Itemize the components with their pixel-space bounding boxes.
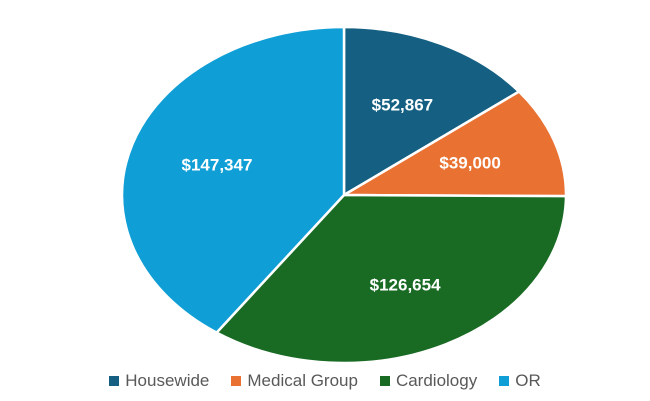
data-label: $39,000 <box>439 154 500 173</box>
legend-swatch <box>499 376 510 386</box>
legend-label: OR <box>515 371 541 390</box>
legend-item: Cardiology <box>379 371 478 391</box>
data-label: $52,867 <box>372 95 433 114</box>
legend-label: Housewide <box>125 371 210 390</box>
legend-swatch <box>109 376 120 386</box>
legend-item: OR <box>499 371 541 391</box>
legend: Housewide Medical Group Cardiology OR <box>0 371 650 391</box>
pie-slice-housewide <box>342 25 522 198</box>
legend-swatch <box>379 376 390 386</box>
pie-slice-cardiology <box>214 193 568 365</box>
pie-slice-medical-group <box>339 90 568 198</box>
legend-item: Housewide <box>109 371 209 391</box>
legend-label: Medical Group <box>247 371 358 390</box>
data-label: $126,654 <box>370 276 441 295</box>
pie-slice-or <box>120 25 346 335</box>
legend-label: Cardiology <box>395 371 478 390</box>
legend-swatch <box>231 376 242 386</box>
legend-item: Medical Group <box>231 371 358 391</box>
data-label: $147,347 <box>182 156 253 175</box>
